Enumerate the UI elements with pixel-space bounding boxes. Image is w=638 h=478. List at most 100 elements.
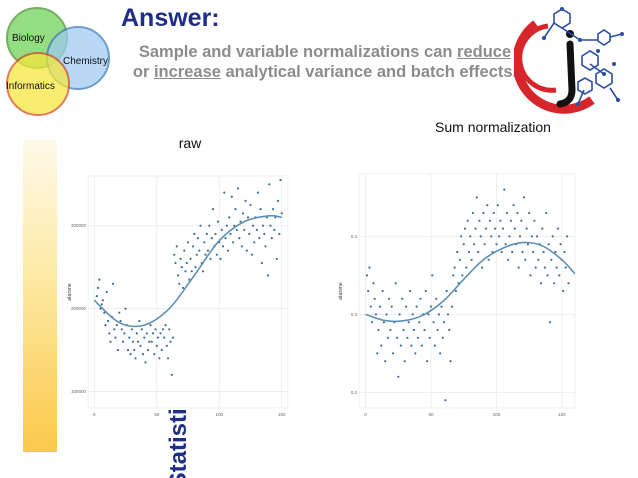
data-point (414, 352, 417, 355)
data-point (563, 250, 566, 254)
data-point (487, 258, 490, 261)
data-point (123, 332, 126, 335)
data-point (475, 196, 478, 199)
y-tick-label: 0.3 (351, 312, 358, 317)
data-point (528, 211, 531, 215)
data-point (484, 227, 488, 230)
data-point (103, 311, 106, 314)
data-point (236, 187, 240, 190)
informatics-circle (6, 52, 70, 116)
data-point (116, 348, 120, 352)
data-point (128, 336, 131, 339)
data-point (530, 235, 533, 238)
data-point (165, 344, 168, 347)
data-point (181, 286, 185, 289)
data-point (454, 289, 457, 293)
data-point (201, 270, 205, 273)
molecule-logo-icon (514, 7, 624, 114)
data-point (214, 232, 217, 236)
data-point (504, 243, 507, 246)
data-point (115, 324, 118, 327)
data-point (412, 328, 416, 332)
raw-scatter-plot: 0 50 100 150 100000 200000 300000 alanine (67, 175, 289, 417)
data-point (505, 211, 508, 215)
y-tick-label: 200000 (71, 306, 87, 311)
data-point (98, 278, 101, 281)
x-tick-label: 50 (154, 412, 160, 417)
data-point (151, 332, 155, 335)
data-point (520, 219, 523, 222)
data-point (188, 278, 191, 281)
data-point (559, 243, 562, 246)
data-point (380, 344, 383, 347)
data-point (209, 257, 212, 260)
data-point (195, 253, 198, 256)
data-point (486, 204, 489, 207)
data-point (255, 228, 258, 231)
data-point (529, 274, 532, 277)
data-point (399, 344, 402, 347)
data-point (273, 228, 276, 231)
data-point (410, 344, 413, 347)
data-point (251, 224, 255, 227)
data-point (261, 224, 265, 227)
data-point (171, 336, 175, 339)
data-point (543, 266, 546, 269)
biology-label: Biology (12, 33, 45, 44)
data-point (436, 328, 439, 332)
data-point (174, 261, 177, 265)
data-point (509, 219, 512, 222)
data-point (549, 321, 552, 324)
data-point (109, 340, 112, 343)
data-point (159, 332, 162, 335)
y-tick-label: 300000 (71, 223, 87, 228)
sum-chart-title: Sum normalization (435, 119, 551, 135)
data-point (219, 257, 222, 260)
data-point (381, 289, 384, 293)
x-tick-label: 100 (215, 412, 223, 417)
data-point (426, 360, 429, 363)
data-point (482, 211, 485, 215)
data-point (149, 324, 152, 327)
data-point (479, 235, 482, 238)
plot-panel (87, 175, 289, 409)
data-point (534, 266, 537, 269)
data-point (145, 332, 148, 335)
data-point (440, 305, 443, 308)
data-point (220, 228, 223, 231)
data-point (221, 245, 225, 248)
data-point (474, 227, 477, 230)
data-point (176, 274, 180, 277)
y-axis-label: alanine (338, 282, 344, 300)
data-point (367, 289, 370, 293)
data-point (513, 227, 516, 230)
data-point (562, 289, 565, 293)
data-point (500, 250, 503, 254)
data-point (407, 321, 410, 324)
data-point (141, 353, 145, 356)
data-point (389, 328, 392, 332)
data-point (564, 266, 567, 269)
data-point (150, 340, 153, 343)
data-point (499, 219, 502, 222)
data-point (372, 282, 375, 285)
data-point (118, 311, 121, 314)
data-point (477, 250, 480, 254)
data-point (492, 211, 495, 215)
data-point (205, 232, 208, 236)
raw-chart-title: raw (178, 135, 202, 151)
data-point (525, 227, 528, 230)
data-point (140, 328, 143, 331)
data-point (231, 241, 235, 244)
subtitle-increase: increase (153, 63, 221, 81)
data-point (428, 336, 431, 339)
data-point (253, 241, 256, 244)
data-point (266, 274, 270, 277)
data-point (183, 249, 186, 252)
data-point (250, 253, 253, 256)
data-point (276, 199, 280, 202)
data-point (130, 328, 133, 331)
data-point (223, 191, 226, 194)
data-point (547, 243, 550, 246)
data-point (533, 219, 536, 222)
